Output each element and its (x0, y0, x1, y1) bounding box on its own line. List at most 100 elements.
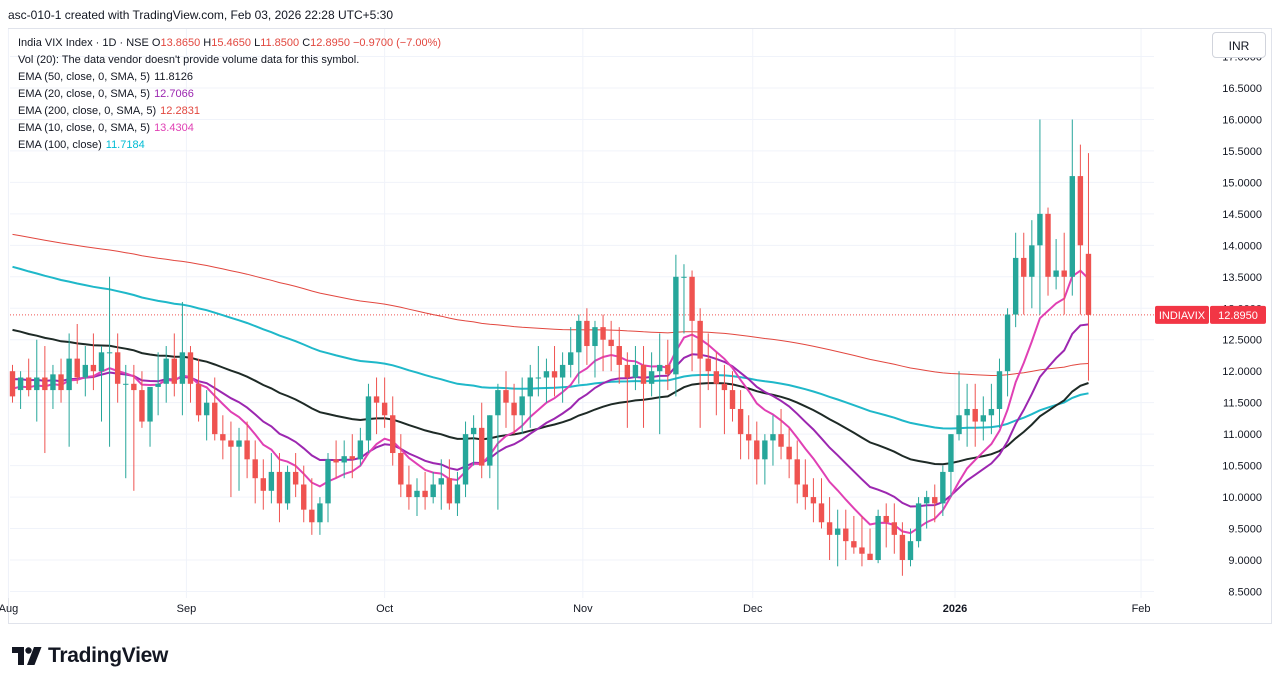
candle (470, 415, 477, 466)
legend-ema10-row[interactable]: EMA (10, close, 0, SMA, 5) 13.4304 (18, 120, 441, 137)
candle-body (462, 434, 469, 485)
candle (737, 390, 744, 460)
candle (834, 509, 841, 567)
candle (25, 358, 32, 397)
candle (236, 427, 242, 491)
candle (859, 515, 865, 567)
candle (527, 364, 533, 428)
ema20-label: EMA (20, close, 0, SMA, 5) (18, 88, 151, 100)
ohlc-open-label: O (151, 37, 161, 49)
candle (479, 402, 485, 479)
candle (624, 352, 631, 428)
candle (568, 327, 574, 378)
candle-body (883, 515, 889, 523)
candle-body (996, 371, 1003, 409)
candle (786, 427, 792, 479)
candle-body (648, 371, 655, 384)
candle-body (228, 440, 234, 447)
ohlc-low: 11.8500 (260, 37, 300, 49)
candle-body (932, 497, 938, 504)
candle-body (956, 415, 962, 435)
candle-body (964, 408, 970, 416)
candle-body (82, 364, 89, 378)
candle (123, 364, 129, 479)
candle-body (438, 478, 444, 485)
candle-body (495, 390, 501, 416)
legend-ema100-row[interactable]: EMA (100, close) 11.7184 (18, 137, 441, 154)
candle-body (1061, 270, 1067, 277)
candle-body (519, 396, 525, 416)
candle (503, 371, 509, 428)
candle-body (1045, 213, 1051, 277)
candle-body (681, 276, 687, 278)
candle (155, 352, 161, 416)
candle-body (171, 358, 177, 384)
currency-selector[interactable]: INR (1212, 32, 1266, 58)
candle-body (479, 427, 485, 466)
candle (171, 333, 177, 397)
candle (891, 503, 898, 554)
legend-instrument-row: India VIX Index · 1D · NSE O13.8650 H15.… (18, 35, 441, 52)
legend-ema50-row[interactable]: EMA (50, close, 0, SMA, 5) 11.8126 (18, 69, 441, 86)
candle (940, 465, 946, 516)
candle (851, 515, 857, 554)
y-tick-label: 14.0000 (1222, 240, 1262, 252)
price-badge-bg (1210, 305, 1266, 324)
candle-body (9, 371, 16, 397)
candle (754, 421, 760, 485)
candle-body (810, 497, 817, 504)
candle (203, 390, 210, 441)
grid-lines (7, 29, 1154, 598)
candle (66, 333, 72, 447)
candle (689, 270, 695, 372)
candle (883, 503, 889, 548)
legend-volume-row[interactable]: Vol (20): The data vendor doesn't provid… (18, 54, 360, 66)
candle-body (163, 358, 169, 384)
x-tick-label: Dec (743, 603, 763, 615)
candle-body (915, 503, 922, 542)
candle (826, 497, 833, 561)
candle (616, 327, 622, 384)
candle (341, 440, 347, 479)
y-tick-label: 11.5000 (1223, 398, 1262, 410)
ohlc-change: −0.9700 (−7.00%) (353, 37, 442, 49)
candle-body (559, 364, 566, 378)
candle (907, 528, 914, 567)
candle (462, 421, 469, 498)
ema-100-line (12, 265, 1089, 430)
candle (511, 383, 517, 435)
candle-body (940, 471, 946, 504)
candle (915, 497, 922, 548)
y-tick-label: 12.5000 (1222, 335, 1262, 347)
ema50-label: EMA (50, close, 0, SMA, 5) (18, 71, 151, 83)
candle-body (333, 459, 339, 463)
candle (923, 490, 930, 529)
candle (705, 333, 711, 391)
candle-body (1004, 314, 1011, 372)
candle (1069, 119, 1075, 296)
candle-body (292, 471, 299, 485)
candle-body (568, 352, 574, 365)
candle-body (373, 396, 380, 403)
candle (9, 364, 16, 403)
candle (349, 434, 355, 479)
candle-body (1069, 176, 1075, 277)
candle (778, 408, 784, 460)
candle-body (988, 408, 995, 416)
legend-ema200-row[interactable]: EMA (200, close, 0, SMA, 5) 12.2831 (18, 103, 441, 120)
y-tick-label: 15.5000 (1222, 146, 1262, 158)
candle-body (511, 402, 517, 416)
legend-ema20-row[interactable]: EMA (20, close, 0, SMA, 5) 12.7066 (18, 86, 441, 103)
candle-body (66, 358, 72, 391)
candle (576, 314, 582, 384)
candle (131, 364, 137, 491)
tradingview-logo[interactable]: TradingView (12, 643, 168, 669)
instrument-name[interactable]: India VIX Index · 1D · NSE (18, 37, 149, 49)
candle-body (1021, 257, 1027, 277)
candle-body (867, 553, 873, 561)
candle-body (697, 320, 703, 359)
candle (487, 415, 493, 479)
y-tick-label: 10.0000 (1222, 492, 1262, 504)
candle (301, 465, 307, 523)
